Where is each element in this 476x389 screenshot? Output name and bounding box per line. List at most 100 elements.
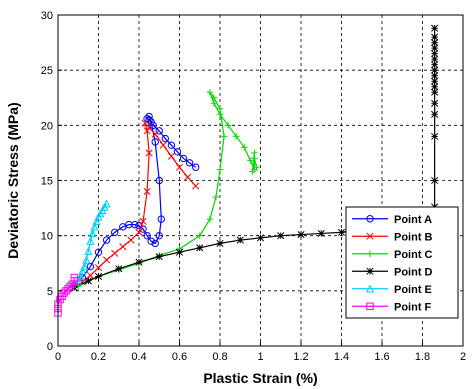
legend-item-point-c: Point C	[352, 249, 433, 261]
data-point-point-a	[157, 215, 165, 223]
data-point-point-a	[155, 176, 163, 185]
data-point-point-b	[139, 217, 147, 225]
data-point-point-a	[145, 116, 153, 124]
data-point-point-b	[145, 149, 153, 157]
y-tick-label: 15	[41, 176, 53, 188]
data-point-point-c	[253, 164, 260, 171]
data-point-point-d	[277, 232, 285, 240]
legend-item-point-d: Point D	[352, 266, 433, 278]
y-tick-label: 0	[47, 341, 53, 353]
data-point-point-a	[151, 239, 159, 248]
series-line-point-a	[73, 115, 197, 286]
x-tick-label: 1	[257, 351, 263, 363]
data-point-point-e	[80, 262, 89, 271]
legend-label: Point D	[394, 266, 433, 278]
data-point-point-c	[247, 157, 254, 164]
data-point-point-c	[196, 232, 203, 239]
data-point-point-a	[111, 228, 119, 237]
grid	[58, 15, 463, 346]
data-point-point-a	[147, 237, 155, 245]
data-point-point-e	[78, 266, 87, 275]
data-point-point-d	[431, 24, 439, 32]
data-point-point-a	[167, 141, 176, 149]
data-point-point-d	[236, 236, 244, 244]
x-tick-label: 0.6	[172, 351, 187, 363]
y-tick-label: 10	[41, 231, 53, 243]
data-point-point-c	[206, 89, 214, 96]
legend-label: Point A	[394, 214, 432, 226]
y-tick-label: 20	[41, 120, 53, 132]
data-point-point-d	[317, 229, 325, 238]
data-point-point-d	[431, 176, 439, 185]
data-point-point-b	[119, 243, 127, 251]
data-point-point-c	[220, 133, 228, 140]
data-point-point-a	[173, 148, 182, 156]
data-point-point-d	[431, 39, 439, 47]
data-point-point-d	[431, 88, 439, 96]
data-point-point-f	[64, 284, 72, 293]
data-point-point-b	[192, 182, 200, 190]
data-point-point-a	[161, 134, 170, 143]
data-point-point-b	[143, 187, 151, 196]
x-tick-label: 0.8	[212, 351, 227, 363]
data-point-point-a	[179, 154, 188, 163]
data-point-point-c	[210, 94, 218, 101]
data-point-point-b	[151, 130, 159, 138]
legend-item-point-b: Point B	[352, 231, 433, 243]
legend-marker	[365, 284, 375, 293]
data-point-point-d	[431, 99, 439, 107]
data-point-point-d	[216, 239, 224, 247]
data-point-point-d	[431, 44, 439, 52]
data-point-point-a	[86, 262, 95, 271]
data-point-point-d	[337, 228, 346, 236]
x-axis-title: Plastic Strain (%)	[203, 370, 317, 386]
data-point-point-b	[94, 264, 103, 272]
data-point-point-b	[167, 152, 175, 160]
data-point-point-a	[155, 231, 163, 240]
data-point-point-d	[155, 253, 163, 261]
legend-item-point-f: Point F	[352, 301, 432, 313]
data-point-point-c	[216, 111, 224, 118]
data-point-point-b	[86, 271, 94, 279]
data-point-point-e	[92, 217, 101, 226]
x-tick-label: 1.2	[293, 351, 308, 363]
data-point-point-e	[76, 272, 85, 281]
x-tick-label: 0.2	[91, 351, 106, 363]
data-point-point-b	[143, 127, 151, 135]
data-point-point-a	[192, 163, 200, 171]
data-point-point-d	[297, 231, 305, 239]
data-point-point-d	[256, 234, 265, 242]
data-point-point-b	[103, 256, 111, 264]
data-point-point-d	[431, 50, 439, 58]
data-point-point-d	[431, 77, 439, 85]
data-point-point-c	[233, 133, 240, 140]
data-point-point-b	[111, 249, 119, 257]
data-point-point-a	[151, 138, 159, 146]
data-point-point-c	[249, 168, 256, 175]
data-point-point-f	[62, 287, 70, 295]
data-point-point-c	[241, 144, 248, 151]
data-point-point-a	[143, 231, 151, 240]
legend-marker	[366, 232, 374, 240]
data-point-point-c	[251, 149, 258, 157]
legend-marker	[366, 267, 374, 275]
data-point-point-f	[66, 282, 74, 291]
data-point-point-d	[431, 33, 439, 41]
data-point-point-b	[135, 228, 143, 236]
data-point-point-e	[74, 277, 83, 286]
data-point-point-a	[102, 236, 111, 244]
data-point-point-d	[115, 265, 123, 273]
data-point-point-c	[210, 100, 218, 107]
data-point-point-b	[145, 123, 153, 132]
data-point-point-f	[60, 289, 68, 297]
legend-label: Point E	[394, 284, 432, 296]
x-tick-label: 1.6	[374, 351, 389, 363]
data-point-point-d	[431, 83, 439, 91]
legend-label: Point B	[394, 231, 433, 243]
data-point-point-c	[216, 105, 224, 112]
legend-marker	[366, 215, 374, 223]
series-point-e	[74, 199, 111, 286]
data-point-point-c	[206, 215, 214, 223]
